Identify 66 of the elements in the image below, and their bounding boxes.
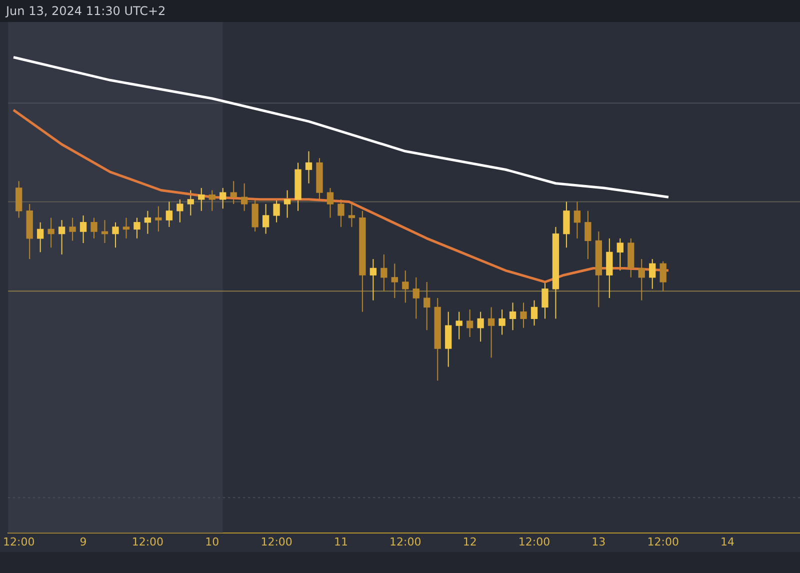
x-tick-label: 12: [462, 535, 477, 548]
candlestick: [348, 201, 356, 228]
candlestick: [80, 214, 87, 244]
candlestick: [391, 263, 398, 299]
candlestick: [338, 198, 344, 228]
candlestick: [208, 190, 216, 212]
candlestick: [273, 198, 280, 223]
candlestick: [48, 217, 54, 248]
x-tick-label: 9: [80, 535, 87, 548]
candlestick: [326, 187, 334, 218]
candlestick: [284, 190, 291, 218]
candlestick: [187, 190, 194, 216]
candlestick: [101, 220, 108, 244]
candlestick: [574, 201, 581, 239]
candlestick: [230, 180, 237, 205]
candlestick: [520, 302, 527, 328]
candlestick: [563, 201, 570, 248]
candlestick: [220, 187, 226, 210]
x-tick-label: 12:00: [390, 535, 422, 548]
candlestick: [466, 309, 474, 338]
candlestick: [477, 311, 484, 342]
candlestick: [424, 281, 430, 331]
candlestick: [370, 258, 377, 301]
candlestick: [530, 300, 538, 326]
candlestick: [90, 217, 98, 239]
candlestick: [542, 281, 548, 320]
candlestick: [616, 238, 624, 272]
candlestick: [176, 198, 184, 223]
candlestick: [134, 217, 140, 239]
candlestick: [69, 217, 76, 242]
candlestick: [584, 210, 592, 260]
candlestick: [36, 222, 44, 253]
candlestick: [498, 309, 506, 336]
candlestick: [166, 201, 173, 228]
candlestick: [241, 182, 248, 212]
candlestick: [305, 150, 312, 184]
x-tick-label: 12:00: [3, 535, 35, 548]
candlestick: [122, 217, 130, 239]
candlestick: [144, 210, 152, 234]
candlestick: [155, 206, 162, 232]
candlestick: [412, 276, 420, 320]
candlestick: [58, 220, 66, 255]
candlestick: [660, 260, 666, 292]
candlestick: [262, 204, 270, 234]
candlestick: [509, 302, 516, 331]
x-tick-label: 14: [720, 535, 735, 548]
candlestick: [252, 198, 258, 232]
x-tick-label: 11: [334, 535, 348, 548]
candlestick: [606, 238, 613, 299]
candlestick: [198, 187, 205, 212]
candlestick: [649, 258, 656, 290]
candlestick: [456, 311, 462, 340]
x-tick-label: 13: [592, 535, 606, 548]
candlestick: [445, 311, 452, 368]
chart-title: Jun 13, 2024 11:30 UTC+2: [0, 0, 800, 22]
candlestick: [638, 258, 645, 301]
x-tick-label: 12:00: [647, 535, 679, 548]
candlestick: [16, 180, 22, 218]
candlestick: [402, 270, 409, 304]
x-tick-label: 12:00: [132, 535, 164, 548]
candlestick: [488, 306, 495, 358]
x-tick-label: 12:00: [260, 535, 292, 548]
x-tick-label: 10: [205, 535, 220, 548]
candlestick: [112, 222, 119, 248]
candlestick: [380, 254, 388, 292]
x-tick-label: 12:00: [518, 535, 550, 548]
